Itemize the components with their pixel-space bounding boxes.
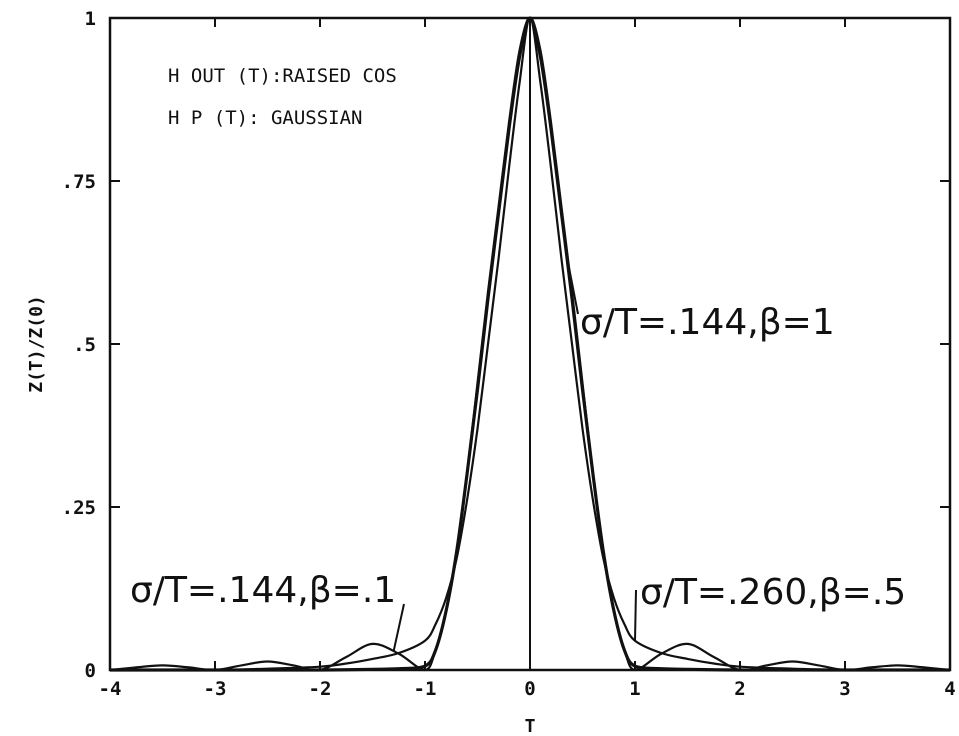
y-tick-label: .25 [62,497,96,519]
x-tick-label: 4 [944,678,955,700]
x-tick-label: 3 [839,678,850,700]
x-axis-title: T [525,716,536,736]
x-tick-label: -1 [414,678,437,700]
tick-marks [109,17,951,671]
x-tick-label: 2 [734,678,745,700]
y-tick-label: .5 [73,334,96,356]
x-tick-label: 0 [524,678,535,700]
y-axis-title: Z(T)/Z(0) [26,295,47,393]
x-tick-label: -3 [204,678,227,700]
legend-line-2: H P (T): GAUSSIAN [168,107,362,129]
annotation-leader-2 [634,589,637,641]
series-lines [109,16,951,672]
y-tick-label: 0 [85,660,96,682]
x-tick-label: 1 [629,678,640,700]
annotation-series-2: σ/T=.260,β=.5 [640,572,906,613]
annotation-leader-1 [565,255,579,315]
x-tick-label: -4 [99,678,122,700]
annotation-series-1: σ/T=.144,β=1 [580,302,835,343]
series-line-3 [109,16,951,672]
legend-line-1: H OUT (T):RAISED COS [168,65,397,87]
annotation-series-3: σ/T=.144,β=.1 [130,570,396,611]
y-tick-label: .75 [62,171,96,193]
y-tick-label: 1 [85,8,96,30]
annotation-leaders [392,255,637,652]
x-tick-label: -2 [309,678,332,700]
annotation-leader-3 [392,603,405,652]
